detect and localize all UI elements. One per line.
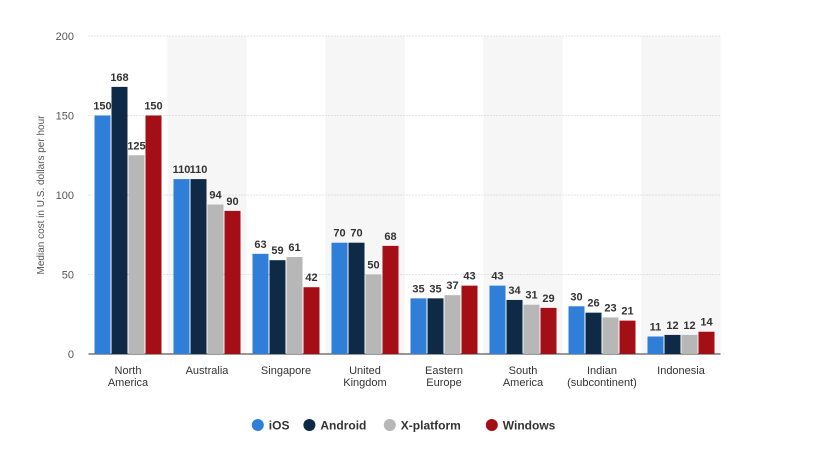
y-axis-label: Median cost in U.S. dollars per hour bbox=[36, 115, 47, 275]
data-label: 63 bbox=[254, 239, 266, 251]
bar bbox=[568, 306, 585, 354]
bar bbox=[698, 331, 715, 354]
data-label: 70 bbox=[333, 228, 345, 240]
bar bbox=[410, 298, 427, 354]
bar bbox=[523, 304, 540, 354]
legend-marker bbox=[251, 419, 264, 431]
bar bbox=[444, 295, 461, 354]
legend-marker bbox=[303, 419, 316, 431]
legend-label: iOS bbox=[269, 419, 290, 433]
bar bbox=[647, 336, 664, 354]
bar bbox=[145, 115, 162, 354]
x-tick-label: Eastern Europe bbox=[425, 365, 463, 389]
bar bbox=[94, 115, 111, 354]
bar bbox=[427, 298, 444, 354]
data-label: 125 bbox=[127, 140, 145, 152]
legend-label: Android bbox=[320, 419, 366, 433]
data-label: 23 bbox=[604, 302, 616, 314]
bar bbox=[128, 155, 145, 354]
data-label: 34 bbox=[508, 285, 521, 297]
bar bbox=[489, 285, 506, 354]
data-label: 35 bbox=[429, 283, 441, 295]
bar bbox=[365, 274, 382, 354]
data-label: 31 bbox=[525, 290, 537, 302]
data-label: 150 bbox=[93, 101, 111, 113]
x-tick-label: Indonesia bbox=[657, 365, 705, 377]
data-label: 43 bbox=[491, 271, 503, 283]
bar bbox=[252, 253, 269, 354]
data-label: 21 bbox=[621, 306, 633, 318]
y-tick-label: 150 bbox=[56, 111, 74, 123]
data-label: 26 bbox=[587, 298, 599, 310]
legend-marker bbox=[383, 419, 396, 431]
data-label: 70 bbox=[350, 228, 362, 240]
bar bbox=[382, 245, 399, 354]
x-tick-label: United Kingdom bbox=[343, 365, 387, 389]
bar bbox=[619, 320, 636, 354]
data-label: 11 bbox=[650, 322, 662, 334]
legend-label: X-platform bbox=[401, 419, 461, 433]
data-label: 68 bbox=[384, 231, 396, 243]
x-tick-label: Singapore bbox=[260, 365, 312, 377]
data-label: 43 bbox=[463, 271, 475, 283]
data-label: 14 bbox=[700, 317, 713, 329]
data-label: 90 bbox=[226, 196, 238, 208]
x-tick-label: Indian (subcontinent) bbox=[567, 365, 637, 389]
data-label: 110 bbox=[190, 164, 208, 176]
bar bbox=[224, 210, 241, 354]
bar bbox=[540, 307, 557, 354]
data-label: 50 bbox=[367, 260, 379, 272]
data-label: 94 bbox=[209, 190, 222, 202]
legend-label: Windows bbox=[503, 419, 556, 433]
bar bbox=[173, 179, 190, 354]
y-tick-label: 100 bbox=[56, 190, 74, 202]
data-label: 59 bbox=[271, 245, 283, 257]
data-label: 12 bbox=[683, 320, 695, 332]
data-label: 42 bbox=[305, 272, 317, 284]
x-tick-label: North America bbox=[107, 365, 149, 389]
bar bbox=[664, 334, 681, 354]
bar bbox=[585, 312, 602, 354]
data-label: 61 bbox=[288, 242, 300, 254]
bar bbox=[207, 204, 224, 354]
y-tick-label: 50 bbox=[62, 270, 74, 282]
legend-marker bbox=[485, 419, 498, 431]
data-label: 35 bbox=[412, 283, 424, 295]
bar bbox=[506, 299, 523, 354]
bar bbox=[190, 179, 207, 354]
data-label: 30 bbox=[570, 291, 582, 303]
y-tick-label: 200 bbox=[56, 31, 74, 43]
bar bbox=[111, 86, 128, 354]
data-label: 110 bbox=[173, 164, 191, 176]
bar bbox=[269, 260, 286, 354]
y-tick-label: 0 bbox=[68, 349, 74, 361]
data-label: 29 bbox=[542, 293, 554, 305]
x-tick-label: South America bbox=[502, 365, 544, 389]
bar bbox=[303, 287, 320, 354]
bar bbox=[681, 334, 698, 354]
bar bbox=[286, 257, 303, 354]
data-label: 150 bbox=[144, 101, 162, 113]
data-label: 12 bbox=[666, 320, 678, 332]
bar bbox=[331, 242, 348, 354]
bar bbox=[348, 242, 365, 354]
data-label: 168 bbox=[110, 72, 128, 84]
bar bbox=[602, 317, 619, 354]
data-label: 37 bbox=[446, 280, 458, 292]
x-tick-label: Australia bbox=[185, 365, 229, 377]
bar bbox=[461, 285, 478, 354]
